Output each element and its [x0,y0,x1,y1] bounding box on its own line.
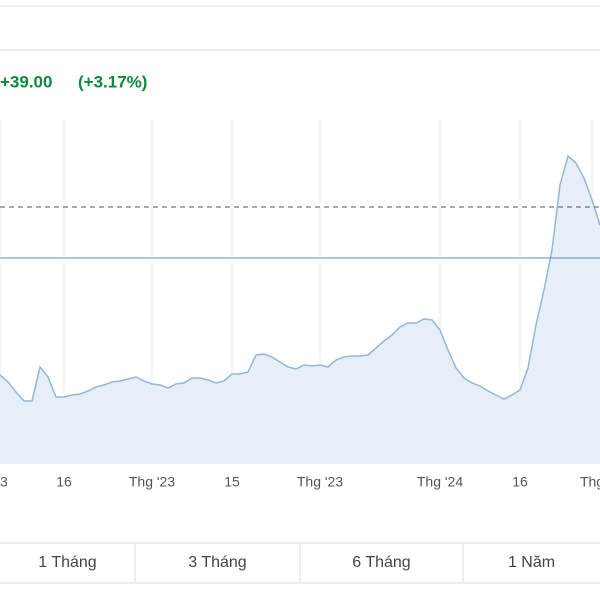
x-tick-label: 16 [512,474,528,490]
change-percent: (+3.17%) [78,72,147,91]
chart: 23 16 Thg '23 15 Thg '23 Thg '24 16 Thg [0,120,600,490]
tab[interactable]: 6 Tháng [352,554,410,571]
tab[interactable]: 1 Năm [508,554,555,571]
tab[interactable]: 1 Tháng [38,554,96,571]
change: +39.00 [0,72,52,91]
x-tick-label: Thg '23 [129,474,175,490]
x-tick-label: 23 [0,474,8,490]
price-line [0,154,600,402]
x-tick-label: 16 [56,474,72,490]
x-tick-label: Thg '23 [297,474,343,490]
tab[interactable]: 3 Tháng [188,554,246,571]
x-tick-label: 15 [224,474,240,490]
area [0,156,600,463]
x-tick-label: Thg '24 [417,474,463,490]
x-tick-label: Thg [580,474,600,490]
